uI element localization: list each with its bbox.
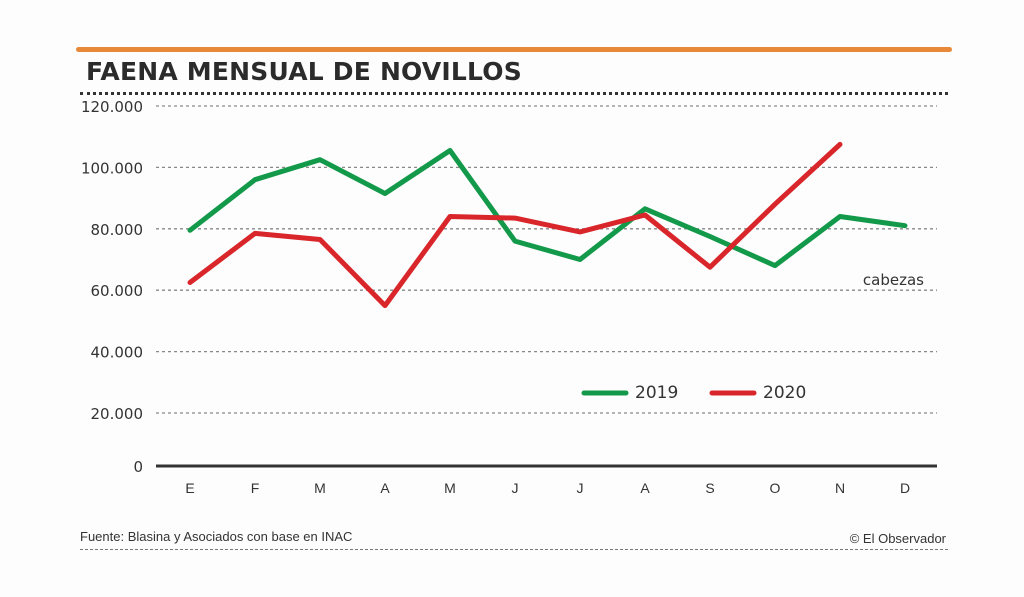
x-tick-label: N [835, 480, 845, 496]
x-tick-label: O [770, 480, 781, 496]
x-tick-label: A [640, 480, 650, 496]
x-tick-label: S [705, 480, 714, 496]
x-tick-label: E [185, 480, 194, 496]
x-tick-label: D [900, 480, 910, 496]
x-tick-label: M [444, 480, 456, 496]
y-tick-label: 20.000 [91, 405, 144, 423]
y-tick-label: 80.000 [91, 221, 144, 239]
x-tick-label: M [314, 480, 326, 496]
footer-divider [80, 549, 948, 550]
series-line-2019 [187, 148, 908, 269]
series-lines [187, 141, 908, 309]
unit-label: cabezas [863, 271, 924, 289]
legend: 2019 2020 [581, 383, 806, 403]
credit-note: © El Observador [849, 531, 946, 546]
x-tick-label: F [251, 480, 260, 496]
source-note: Fuente: Blasina y Asociados con base en … [80, 529, 353, 544]
chart-title: FAENA MENSUAL DE NOVILLOS [86, 57, 522, 86]
gridlines [156, 105, 937, 468]
y-tick-label: 0 [133, 458, 143, 476]
y-tick-label: 40.000 [91, 344, 144, 362]
top-accent-rule [76, 47, 952, 52]
x-tick-label: J [577, 480, 584, 496]
y-axis-ticks: 0 20.000 40.000 60.000 80.000 100.000 120.000 [81, 98, 143, 476]
x-tick-label: J [512, 480, 519, 496]
y-tick-label: 100.000 [81, 159, 143, 177]
legend-label-2019: 2019 [635, 383, 678, 403]
series-line-2020 [187, 141, 843, 309]
y-tick-label: 120.000 [81, 98, 143, 116]
x-tick-label: A [380, 480, 390, 496]
title-divider [80, 92, 948, 95]
legend-label-2020: 2020 [763, 383, 806, 403]
y-tick-label: 60.000 [91, 282, 144, 300]
